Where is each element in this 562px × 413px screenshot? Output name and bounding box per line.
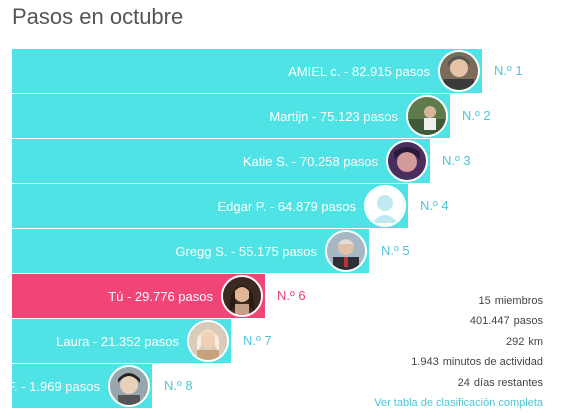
- avatar[interactable]: [438, 50, 480, 92]
- page-title: Pasos en octubre: [12, 4, 184, 29]
- distance-stat: 292 km: [505, 335, 543, 348]
- rank-label: N.º 5: [381, 243, 410, 258]
- leaderboard-row[interactable]: Edgar P. - 64.879 pasos N.º 4: [12, 184, 498, 228]
- member-steps-label: AMIEL c. - 82.915 pasos: [288, 63, 430, 79]
- member-steps-label: Katie S. - 70.258 pasos: [242, 153, 378, 169]
- member-step-bar: Martijn - 75.123 pasos: [12, 94, 450, 138]
- leaderboard-row[interactable]: Martijn - 75.123 pasos N.º 2: [12, 94, 540, 138]
- active-minutes-stat: 1.943 minutos de actividad: [411, 356, 543, 369]
- avatar[interactable]: [406, 95, 448, 137]
- avatar[interactable]: [364, 185, 406, 227]
- rank-label: N.º 7: [243, 333, 272, 348]
- member-steps-label: Gregg S. - 55.175 pasos: [175, 243, 317, 259]
- member-steps-label: Tú - 29.776 pasos: [108, 288, 213, 304]
- leaderboard-row[interactable]: Tú - 29.776 pasos N.º 6: [12, 274, 355, 318]
- rank-label: N.º 8: [164, 378, 193, 393]
- leaderboard-row[interactable]: Katie S. - 70.258 pasos N.º 3: [12, 139, 520, 183]
- member-step-bar: Edgar P. - 64.879 pasos: [12, 184, 408, 228]
- full-leaderboard-link[interactable]: Ver tabla de clasificación completa: [374, 397, 543, 410]
- member-step-bar: Gregg S. - 55.175 pasos: [12, 229, 369, 273]
- member-steps-label: Martijn - 75.123 pasos: [269, 108, 398, 124]
- member-steps-label: F. - 1.969 pasos: [7, 378, 101, 394]
- leaderboard-row[interactable]: Laura - 21.352 pasos N.º 7: [12, 319, 321, 363]
- days-remaining-stat: 24 días restantes: [457, 376, 543, 389]
- member-steps-label: Laura - 21.352 pasos: [56, 333, 179, 349]
- leaderboard-row[interactable]: AMIEL c. - 82.915 pasos N.º 1: [12, 49, 562, 93]
- avatar[interactable]: [221, 275, 263, 317]
- leaderboard-row[interactable]: F. - 1.969 pasos N.º 8: [8, 364, 242, 408]
- rank-label: N.º 3: [442, 153, 471, 168]
- challenge-stats: 15 miembros 401.447 pasos 292 km 1.943 minut…: [374, 291, 543, 413]
- rank-label: N.º 6: [277, 288, 306, 303]
- rank-label: N.º 2: [462, 108, 491, 123]
- avatar[interactable]: [386, 140, 428, 182]
- member-step-bar: Katie S. - 70.258 pasos: [12, 139, 430, 183]
- member-step-bar: AMIEL c. - 82.915 pasos: [12, 49, 482, 93]
- members-stat: 15 miembros: [478, 295, 543, 307]
- avatar[interactable]: [108, 365, 150, 407]
- member-steps-label: Edgar P. - 64.879 pasos: [217, 198, 356, 214]
- avatar[interactable]: [187, 320, 229, 362]
- leaderboard-row[interactable]: Gregg S. - 55.175 pasos N.º 5: [12, 229, 459, 273]
- rank-label: N.º 4: [420, 198, 449, 213]
- avatar[interactable]: [325, 230, 367, 272]
- total-steps-stat: 401.447 pasos: [469, 315, 543, 328]
- leaderboard: AMIEL c. - 82.915 pasos N.º 1 Martijn - 75…: [8, 49, 552, 413]
- rank-label: N.º 1: [494, 63, 523, 78]
